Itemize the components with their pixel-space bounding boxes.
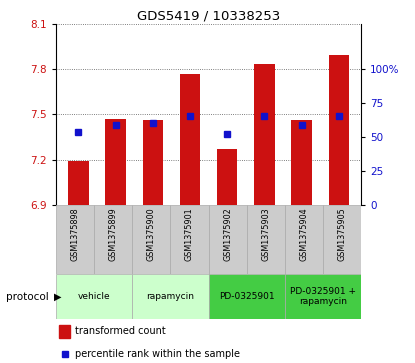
Text: GSM1375902: GSM1375902 xyxy=(223,207,232,261)
Bar xyxy=(132,274,209,319)
Text: GSM1375901: GSM1375901 xyxy=(185,207,194,261)
Text: GSM1375899: GSM1375899 xyxy=(109,207,118,261)
Bar xyxy=(171,205,209,274)
Bar xyxy=(105,119,126,205)
Bar xyxy=(56,205,94,274)
Text: PD-0325901 +
rapamycin: PD-0325901 + rapamycin xyxy=(290,287,356,306)
Bar xyxy=(217,149,237,205)
Text: ▶: ▶ xyxy=(54,292,61,302)
Bar xyxy=(132,205,171,274)
Bar xyxy=(291,121,312,205)
Bar xyxy=(142,121,163,205)
Text: protocol: protocol xyxy=(6,292,52,302)
Bar xyxy=(56,274,132,319)
Text: GSM1375905: GSM1375905 xyxy=(337,207,347,261)
Text: GSM1375898: GSM1375898 xyxy=(71,207,80,261)
Bar xyxy=(180,74,200,205)
Bar xyxy=(247,205,285,274)
Bar xyxy=(94,205,132,274)
Bar xyxy=(329,55,349,205)
Text: GSM1375904: GSM1375904 xyxy=(299,207,308,261)
Title: GDS5419 / 10338253: GDS5419 / 10338253 xyxy=(137,9,280,23)
Bar xyxy=(285,205,323,274)
Text: GSM1375903: GSM1375903 xyxy=(261,207,270,261)
Bar xyxy=(209,274,285,319)
Text: rapamycin: rapamycin xyxy=(146,292,194,301)
Text: percentile rank within the sample: percentile rank within the sample xyxy=(75,349,240,359)
Bar xyxy=(323,205,361,274)
Text: PD-0325901: PD-0325901 xyxy=(219,292,274,301)
Bar xyxy=(59,325,70,338)
Bar xyxy=(209,205,247,274)
Bar xyxy=(254,65,275,205)
Text: transformed count: transformed count xyxy=(75,326,166,336)
Text: GSM1375900: GSM1375900 xyxy=(147,207,156,261)
Bar xyxy=(285,274,361,319)
Text: vehicle: vehicle xyxy=(78,292,110,301)
Bar xyxy=(68,161,88,205)
